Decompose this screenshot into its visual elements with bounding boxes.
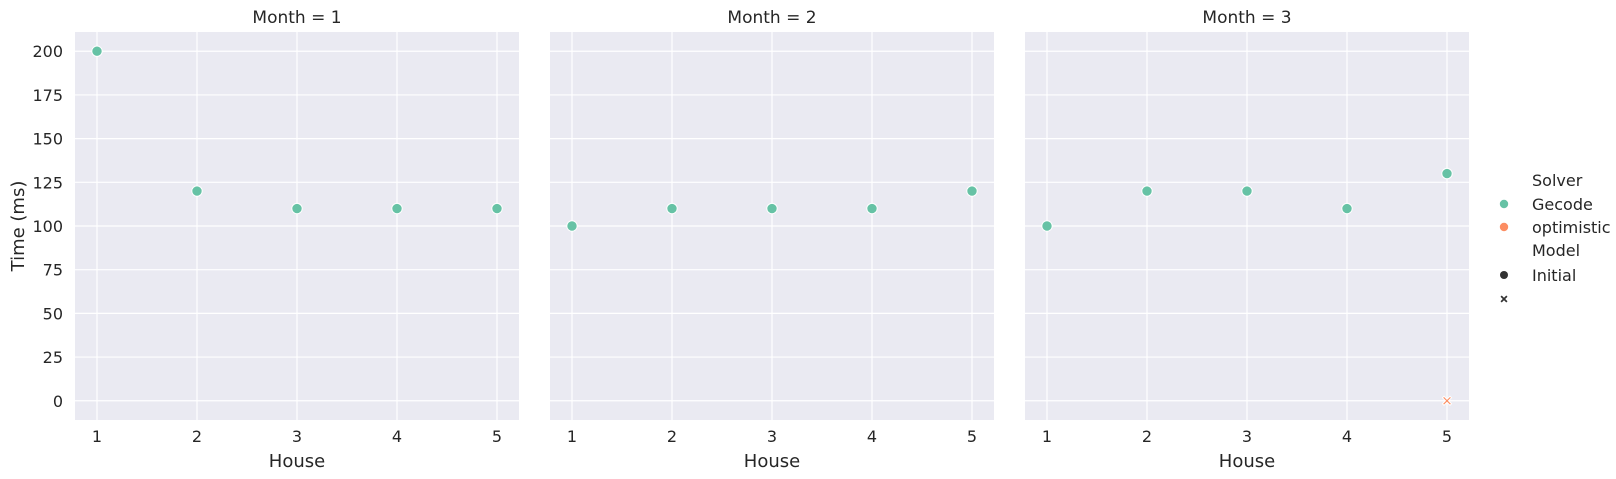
x-axis-label: House: [744, 451, 800, 472]
x-tick-label: 5: [492, 427, 502, 446]
x-tick-label: 4: [392, 427, 402, 446]
legend-marker-optimistic: [1499, 222, 1509, 232]
x-tick-label: 2: [1142, 427, 1152, 446]
x-tick-label: 2: [192, 427, 202, 446]
legend-solver-title: Solver: [1532, 171, 1583, 190]
data-point-gecode: [391, 202, 403, 215]
x-tick-label: 1: [567, 427, 577, 446]
x-tick-label: 3: [767, 427, 777, 446]
panel-2: 1 2 3 4 5 Month = 2 House: [550, 8, 994, 472]
legend-marker-x: [1500, 295, 1508, 303]
data-point-gecode: [1041, 220, 1053, 232]
y-tick-label: 25: [43, 348, 63, 367]
x-tick-label: 3: [1242, 427, 1252, 446]
panel-1: 0 25 50 75 100 125 150 175 200 1 2 3 4 5 Month = 1 Hous…: [32, 8, 519, 472]
x-tick-label: 5: [967, 427, 977, 446]
panel-title: Month = 2: [727, 8, 816, 28]
x-axis-label: House: [1219, 451, 1275, 472]
data-point-gecode: [766, 202, 778, 215]
data-point-gecode: [91, 45, 103, 57]
x-tick-label: 3: [292, 427, 302, 446]
data-point-gecode: [1141, 185, 1153, 197]
legend: Solver Gecode optimistic Model Initial: [1499, 171, 1611, 303]
x-tick-label: 4: [1342, 427, 1352, 446]
data-point-gecode: [566, 220, 578, 232]
data-point-gecode: [666, 202, 678, 215]
legend-marker-circle: [1500, 271, 1508, 279]
data-point-gecode: [1341, 202, 1353, 215]
y-axis-label: Time (ms): [8, 181, 29, 273]
legend-model-title: Model: [1532, 241, 1580, 260]
data-point-gecode: [1241, 185, 1253, 197]
y-tick-label: 150: [32, 130, 63, 149]
y-tick-label: 0: [53, 392, 63, 411]
panel-title: Month = 1: [252, 8, 341, 28]
panel-3: 1 2 3 4 5 Month = 3 House: [1025, 8, 1469, 472]
x-tick-label: 2: [667, 427, 677, 446]
y-tick-label: 175: [32, 86, 63, 105]
legend-label-Gecode: Gecode: [1532, 195, 1593, 214]
y-tick-label: 125: [32, 173, 63, 192]
data-point-optimistic: [1441, 395, 1453, 406]
data-point-gecode: [491, 202, 503, 215]
data-point-gecode: [191, 185, 203, 197]
y-tick-label: 75: [43, 261, 63, 280]
legend-label-optimistic: optimistic: [1532, 218, 1611, 237]
data-point-gecode: [966, 185, 978, 197]
legend-label-Initial: Initial: [1532, 266, 1576, 285]
legend-marker-Gecode: [1499, 199, 1509, 209]
y-tick-label: 100: [32, 217, 63, 236]
data-point-gecode: [291, 202, 303, 215]
x-axis-label: House: [269, 451, 325, 472]
panel-title: Month = 3: [1202, 8, 1291, 28]
y-tick-label: 200: [32, 42, 63, 61]
data-point-gecode: [1441, 167, 1453, 180]
x-tick-label: 1: [92, 427, 102, 446]
x-tick-label: 4: [867, 427, 877, 446]
x-tick-label: 1: [1042, 427, 1052, 446]
x-tick-label: 5: [1442, 427, 1452, 446]
data-point-gecode: [866, 202, 878, 215]
y-tick-label: 50: [43, 304, 63, 323]
